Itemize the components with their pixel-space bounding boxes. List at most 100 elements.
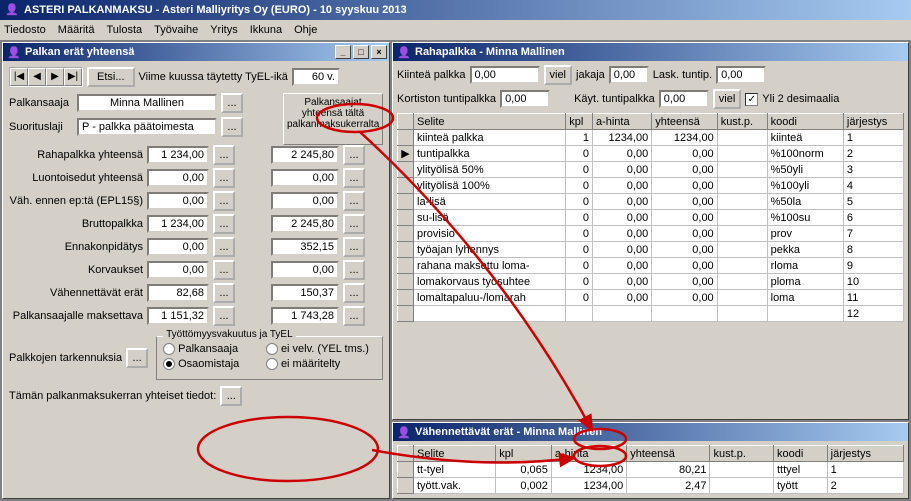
table-row[interactable]: ▶tuntipalkka00,000,00%100norm2 <box>398 146 904 162</box>
row-browse-button-2[interactable]: ... <box>343 306 365 326</box>
row-browse-button-2[interactable]: ... <box>343 237 365 257</box>
row-browse-button[interactable]: ... <box>213 306 235 326</box>
person-icon: 👤 <box>397 425 411 439</box>
table-row[interactable]: kiinteä palkka11234,001234,00kiinteä1 <box>398 130 904 146</box>
nav-last-button[interactable]: ▶| <box>64 68 82 86</box>
menu-item[interactable]: Tiedosto <box>4 24 46 36</box>
row-browse-button-2[interactable]: ... <box>343 260 365 280</box>
panel-rahapalkka: 👤 Rahapalkka - Minna Mallinen Kiinteä pa… <box>392 42 909 420</box>
table-row[interactable]: työajan lyhennys00,000,00pekka8 <box>398 242 904 258</box>
row-browse-button-2[interactable]: ... <box>343 214 365 234</box>
col-header[interactable]: koodi <box>773 446 827 462</box>
row-browse-button[interactable]: ... <box>213 191 235 211</box>
col-header[interactable]: kpl <box>566 114 593 130</box>
col-header[interactable]: järjestys <box>843 114 903 130</box>
menu-item[interactable]: Tulosta <box>106 24 142 36</box>
menu-item[interactable]: Ohje <box>294 24 317 36</box>
panel-vahennettavat: 👤 Vähennettävät erät - Minna Mallinen Se… <box>392 422 909 499</box>
col-header[interactable]: yhteensä <box>627 446 710 462</box>
suorituslaji-field[interactable]: P - palkka päätoimesta <box>77 118 217 136</box>
maximize-button[interactable]: □ <box>353 45 369 59</box>
table-row[interactable]: rahana maksettu loma-00,000,00rloma9 <box>398 258 904 274</box>
row-browse-button[interactable]: ... <box>213 283 235 303</box>
lask-field[interactable]: 0,00 <box>716 66 766 84</box>
kiintea-label: Kiinteä palkka <box>397 69 466 81</box>
record-nav: |◀ ◀ ▶ ▶| <box>9 67 83 87</box>
row-browse-button[interactable]: ... <box>213 168 235 188</box>
row-browse-button-2[interactable]: ... <box>343 168 365 188</box>
col-header[interactable]: a-hinta <box>551 446 626 462</box>
menu-item[interactable]: Määritä <box>58 24 95 36</box>
table-row[interactable]: lomaltapaluu-/lomarah00,000,00loma11 <box>398 290 904 306</box>
col-header[interactable]: kpl <box>496 446 552 462</box>
col-header[interactable]: Selite <box>414 446 496 462</box>
table-row[interactable]: tyött.vak.0,0021234,002,47tyött2 <box>398 478 904 494</box>
panel-palkan-erat: 👤 Palkan erät yhteensä _ □ × |◀ ◀ ▶ ▶| E… <box>2 42 390 499</box>
taman-browse-button[interactable]: ... <box>220 386 242 406</box>
table-row[interactable]: ylityölisä 50%00,000,00%50yli3 <box>398 162 904 178</box>
menu-item[interactable]: Ikkuna <box>250 24 282 36</box>
radio-option[interactable]: ei velv. (YEL tms.) <box>266 343 369 355</box>
suorituslaji-browse-button[interactable]: ... <box>221 117 243 137</box>
row-label: Väh. ennen ep:tä (EPL15§) <box>9 195 143 207</box>
table-row[interactable]: 12 <box>398 306 904 322</box>
nav-next-button[interactable]: ▶ <box>46 68 64 86</box>
tyel-ika-field: 60 v. <box>292 68 340 86</box>
app-title: ASTERI PALKANMAKSU - Asteri Malliyritys … <box>24 0 407 20</box>
row-val1: 1 234,00 <box>147 215 209 233</box>
table-row[interactable]: provisio00,000,00prov7 <box>398 226 904 242</box>
radio-option[interactable]: ei määritelty <box>266 358 340 370</box>
table-row[interactable]: la-lisä00,000,00%50la5 <box>398 194 904 210</box>
kayt-field[interactable]: 0,00 <box>659 90 709 108</box>
vahennettavat-grid[interactable]: Selitekpla-hintayhteensäkust.p.koodijärj… <box>397 445 904 494</box>
row-val1: 1 151,32 <box>147 307 209 325</box>
kiintea-field[interactable]: 0,00 <box>470 66 540 84</box>
jakaja-field[interactable]: 0,00 <box>609 66 649 84</box>
col-header[interactable]: a-hinta <box>592 114 651 130</box>
col-header[interactable]: koodi <box>767 114 843 130</box>
kortiston-field[interactable]: 0,00 <box>500 90 550 108</box>
col2-header: Palkansaajat yhteensä tältä palkanmaksuk… <box>283 93 383 145</box>
viel-button-1[interactable]: viel <box>544 65 573 85</box>
row-label: Korvaukset <box>9 264 143 276</box>
nav-first-button[interactable]: |◀ <box>10 68 28 86</box>
palkkojen-browse-button[interactable]: ... <box>126 348 148 368</box>
lask-label: Lask. tuntip. <box>653 69 712 81</box>
menu-item[interactable]: Työvaihe <box>154 24 198 36</box>
minimize-button[interactable]: _ <box>335 45 351 59</box>
row-browse-button[interactable]: ... <box>213 145 235 165</box>
viel-button-2[interactable]: viel <box>713 89 742 109</box>
row-browse-button[interactable]: ... <box>213 260 235 280</box>
col-header[interactable]: kust.p. <box>717 114 767 130</box>
radio-option[interactable]: Osaomistaja <box>163 358 239 370</box>
row-browse-button[interactable]: ... <box>213 214 235 234</box>
row-label: Bruttopalkka <box>9 218 143 230</box>
viime-label: Viime kuussa täytetty TyEL-ikä <box>139 71 288 83</box>
close-button[interactable]: × <box>371 45 387 59</box>
row-val1: 0,00 <box>147 192 209 210</box>
yli2-checkbox[interactable]: ✓ <box>745 93 758 106</box>
etsi-button[interactable]: Etsi... <box>87 67 135 87</box>
col-header[interactable]: Selite <box>414 114 566 130</box>
menu-item[interactable]: Yritys <box>210 24 238 36</box>
workspace: 👤 Palkan erät yhteensä _ □ × |◀ ◀ ▶ ▶| E… <box>0 40 911 501</box>
col-header[interactable]: yhteensä <box>652 114 717 130</box>
row-val1: 0,00 <box>147 169 209 187</box>
col-header[interactable]: järjestys <box>827 446 903 462</box>
nav-prev-button[interactable]: ◀ <box>28 68 46 86</box>
rahapalkka-grid[interactable]: Selitekpla-hintayhteensäkust.p.koodijärj… <box>397 113 904 322</box>
row-val1: 0,00 <box>147 238 209 256</box>
palkansaaja-browse-button[interactable]: ... <box>221 93 243 113</box>
table-row[interactable]: su-lisä00,000,00%100su6 <box>398 210 904 226</box>
col-header[interactable]: kust.p. <box>710 446 774 462</box>
table-row[interactable]: tt-tyel0,0651234,0080,21tttyel1 <box>398 462 904 478</box>
radio-option[interactable]: Palkansaaja <box>163 343 238 355</box>
row-browse-button-2[interactable]: ... <box>343 145 365 165</box>
row-browse-button-2[interactable]: ... <box>343 283 365 303</box>
table-row[interactable]: lomakorvaus työsuhtee00,000,00ploma10 <box>398 274 904 290</box>
row-browse-button-2[interactable]: ... <box>343 191 365 211</box>
table-row[interactable]: ylityölisä 100%00,000,00%100yli4 <box>398 178 904 194</box>
palkansaaja-field[interactable]: Minna Mallinen <box>77 94 217 112</box>
app-title-bar: 👤 ASTERI PALKANMAKSU - Asteri Malliyrity… <box>0 0 911 20</box>
row-browse-button[interactable]: ... <box>213 237 235 257</box>
